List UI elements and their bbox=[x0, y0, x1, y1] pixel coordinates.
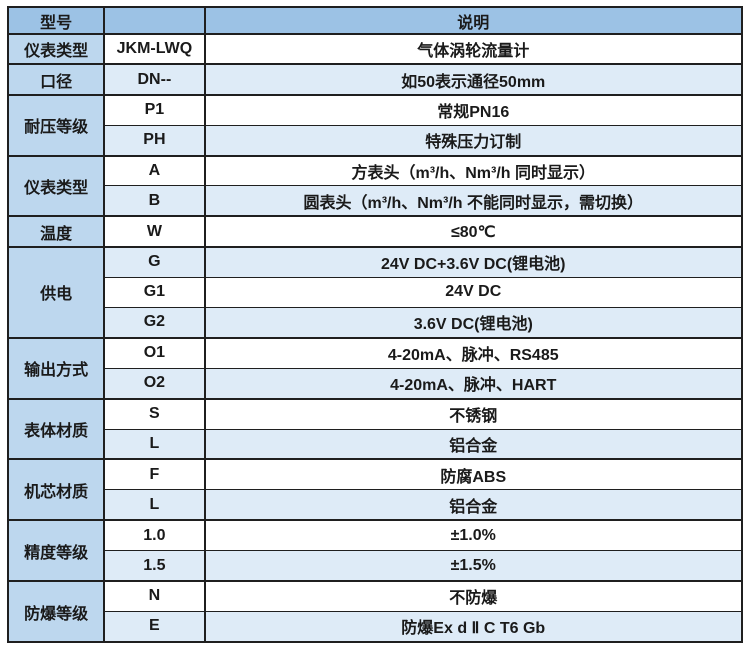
code-cell: O1 bbox=[103, 336, 206, 369]
category-cell: 供电 bbox=[6, 245, 106, 339]
code-cell: G1 bbox=[103, 276, 206, 309]
code-cell: W bbox=[103, 215, 206, 248]
description-cell: 4-20mA、脉冲、RS485 bbox=[203, 336, 744, 369]
header-code bbox=[103, 6, 206, 35]
code-cell: G2 bbox=[103, 307, 206, 339]
code-cell: E bbox=[103, 610, 206, 643]
table-row: L 铝合金 bbox=[8, 489, 744, 521]
code-cell: A bbox=[103, 154, 206, 187]
header-row: 型号 说明 bbox=[6, 6, 744, 35]
header-description: 说明 bbox=[203, 6, 744, 35]
code-cell: L bbox=[103, 489, 206, 521]
code-cell: G bbox=[103, 245, 206, 278]
table-row: E 防爆Ex d Ⅱ C T6 Gb bbox=[8, 610, 744, 643]
category-cell: 仪表类型 bbox=[6, 32, 106, 65]
code-cell: 1.0 bbox=[103, 519, 206, 552]
table-row: O2 4-20mA、脉冲、HART bbox=[8, 367, 744, 400]
code-cell: B bbox=[103, 185, 206, 217]
code-cell: 1.5 bbox=[103, 550, 206, 582]
table-row: PH 特殊压力订制 bbox=[8, 124, 744, 157]
category-cell: 口径 bbox=[6, 63, 106, 96]
description-cell: 铝合金 bbox=[203, 489, 744, 521]
category-cell: 精度等级 bbox=[6, 519, 106, 582]
description-cell: 气体涡轮流量计 bbox=[203, 32, 744, 65]
table-row: 1.5 ±1.5% bbox=[8, 550, 744, 582]
description-cell: 铝合金 bbox=[203, 428, 744, 460]
spec-table: 型号 说明 仪表类型 JKM-LWQ 气体涡轮流量计 口径 DN-- 如50表示… bbox=[6, 6, 744, 643]
code-cell: L bbox=[103, 428, 206, 460]
description-cell: 常规PN16 bbox=[203, 93, 744, 126]
code-cell: O2 bbox=[103, 367, 206, 400]
code-cell: P1 bbox=[103, 93, 206, 126]
category-cell: 防爆等级 bbox=[6, 580, 106, 643]
code-cell: PH bbox=[103, 124, 206, 157]
table-row: 耐压等级 P1 常规PN16 bbox=[6, 93, 744, 157]
description-cell: ≤80℃ bbox=[203, 215, 744, 248]
description-cell: ±1.0% bbox=[203, 519, 744, 552]
header-model: 型号 bbox=[6, 6, 106, 35]
table-row: 仪表类型 A 方表头（m³/h、Nm³/h 同时显示） bbox=[6, 154, 744, 217]
table-row: G2 3.6V DC(锂电池) bbox=[8, 307, 744, 339]
table-row: B 圆表头（m³/h、Nm³/h 不能同时显示，需切换） bbox=[8, 185, 744, 217]
description-cell: 方表头（m³/h、Nm³/h 同时显示） bbox=[203, 154, 744, 187]
table-row: 机芯材质 F 防腐ABS bbox=[6, 458, 744, 521]
table-row: 输出方式 O1 4-20mA、脉冲、RS485 bbox=[6, 336, 744, 400]
description-cell: 3.6V DC(锂电池) bbox=[203, 307, 744, 339]
table-row: 仪表类型 JKM-LWQ 气体涡轮流量计 bbox=[6, 32, 744, 65]
code-cell: DN-- bbox=[103, 63, 206, 96]
category-cell: 温度 bbox=[6, 215, 106, 248]
description-cell: 4-20mA、脉冲、HART bbox=[203, 367, 744, 400]
table-row: 温度 W ≤80℃ bbox=[6, 215, 744, 248]
table-row: L 铝合金 bbox=[8, 428, 744, 460]
table-row: 口径 DN-- 如50表示通径50mm bbox=[6, 63, 744, 96]
description-cell: 24V DC+3.6V DC(锂电池) bbox=[203, 245, 744, 278]
table-row: 防爆等级 N 不防爆 bbox=[6, 580, 744, 643]
description-cell: 不防爆 bbox=[203, 580, 744, 612]
table-row: 供电 G 24V DC+3.6V DC(锂电池) bbox=[6, 245, 744, 339]
description-cell: 如50表示通径50mm bbox=[203, 63, 744, 96]
description-cell: 防腐ABS bbox=[203, 458, 744, 491]
description-cell: 圆表头（m³/h、Nm³/h 不能同时显示，需切换） bbox=[203, 185, 744, 217]
table-row: 精度等级 1.0 ±1.0% bbox=[6, 519, 744, 582]
description-cell: 防爆Ex d Ⅱ C T6 Gb bbox=[203, 610, 744, 643]
description-cell: 不锈钢 bbox=[203, 397, 744, 430]
category-cell: 机芯材质 bbox=[6, 458, 106, 521]
code-cell: JKM-LWQ bbox=[103, 32, 206, 65]
category-cell: 输出方式 bbox=[6, 336, 106, 400]
code-cell: N bbox=[103, 580, 206, 612]
category-cell: 表体材质 bbox=[6, 397, 106, 460]
description-cell: 24V DC bbox=[203, 276, 744, 309]
table-row: G1 24V DC bbox=[8, 276, 744, 309]
description-cell: ±1.5% bbox=[203, 550, 744, 582]
table-row: 表体材质 S 不锈钢 bbox=[6, 397, 744, 460]
code-cell: S bbox=[103, 397, 206, 430]
code-cell: F bbox=[103, 458, 206, 491]
category-cell: 仪表类型 bbox=[6, 154, 106, 217]
category-cell: 耐压等级 bbox=[6, 93, 106, 157]
description-cell: 特殊压力订制 bbox=[203, 124, 744, 157]
